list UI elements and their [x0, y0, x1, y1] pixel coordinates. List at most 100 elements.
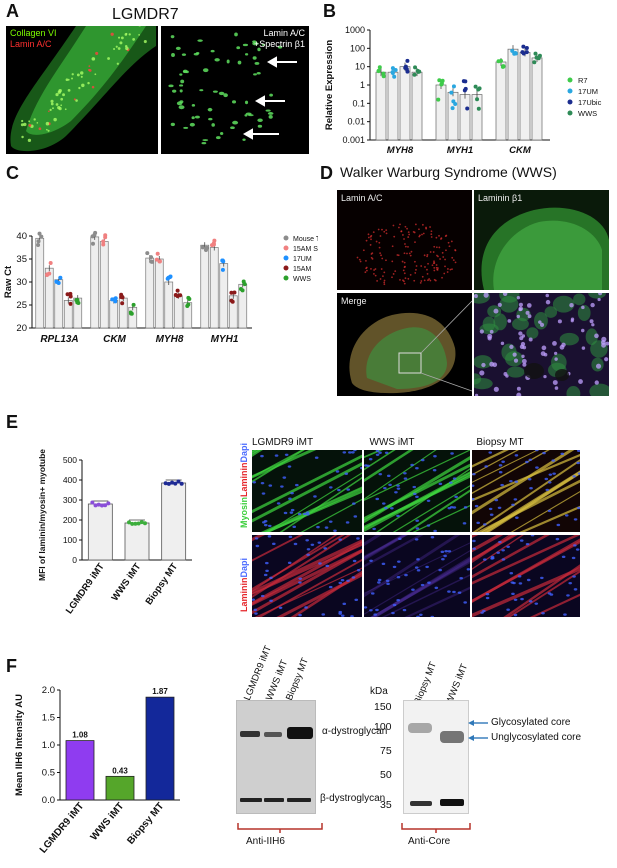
blot1-bracket [237, 823, 323, 833]
c-legend-label: 17UM [293, 256, 312, 263]
e-bar [87, 503, 113, 561]
f-category-label: Biopsy MT [125, 801, 166, 847]
e-point [90, 500, 95, 505]
c-point [54, 279, 59, 284]
b-point [524, 50, 529, 55]
panel-f-letter: F [6, 656, 17, 676]
laminin-green-art [481, 207, 609, 290]
f-ylabel: Mean IIH6 Intensity AU [14, 694, 25, 796]
lamin-red-art [356, 223, 457, 286]
c-point [145, 251, 150, 256]
b-point [381, 74, 386, 79]
panel-b-chart: 1000 100 10 1 0.1 0.01 0.001 Relative Expressio… [324, 25, 602, 156]
c-point [186, 302, 191, 307]
c-point [101, 239, 106, 244]
blot2-marker-150: 150 [374, 701, 392, 713]
blot2-marker-35: 35 [380, 799, 392, 811]
b-point [521, 51, 526, 56]
e-bar [161, 482, 187, 561]
c-ytick-label: 30 [16, 277, 27, 288]
b-point [524, 46, 529, 51]
b-point [476, 106, 481, 111]
e-row1-myosin: Myosin [239, 496, 249, 528]
c-category-label: CKM [103, 334, 126, 345]
c-point [93, 230, 98, 235]
e-point [127, 520, 131, 525]
e-micro-r1c3 [472, 450, 580, 532]
b-point [392, 74, 397, 79]
b-bar [459, 94, 471, 141]
c-point [149, 255, 154, 260]
blot1-band-beta: β-dystroglycan [320, 793, 386, 804]
panel-d-laminin-image: Laminin β1 [474, 190, 609, 290]
e-point [163, 481, 168, 486]
blot2-marker-75: 75 [380, 745, 392, 757]
b-point [461, 79, 466, 84]
c-bar [200, 244, 210, 329]
c-legend-dot [283, 275, 289, 281]
f-value-label: 1.08 [72, 731, 88, 740]
b-ytick-label: 0.001 [342, 135, 365, 145]
b-category-label: CKM [509, 145, 532, 156]
b-legend-label: 17UM [578, 87, 598, 96]
c-point [230, 299, 235, 304]
f-category-label: LGMDR9 iMT [38, 801, 86, 856]
c-category-label: RPL13A [40, 334, 78, 345]
e-point [166, 481, 171, 486]
panel-c-chart: 40 35 30 25 20 Raw Ct RPL13A CKM MYH8 MYH1 Mouse T… [3, 230, 318, 345]
b-point [463, 86, 468, 91]
e-r1c3-art [472, 450, 580, 532]
c-point [220, 267, 225, 272]
b-point [417, 69, 422, 74]
e-micro-r1c2 [364, 450, 470, 532]
panel-d-lamin-image: Lamin A/C [337, 190, 472, 290]
c-point [119, 294, 124, 299]
c-point [154, 257, 159, 262]
c-point [203, 247, 208, 252]
c-point [157, 259, 162, 264]
c-legend-dot [283, 265, 289, 271]
panel-e-letter: E [6, 412, 19, 432]
b-point [436, 97, 441, 102]
b-bar [495, 61, 507, 141]
e-point [170, 480, 175, 485]
e-point [176, 479, 181, 484]
c-bar [154, 258, 164, 329]
panel-c-letter: C [6, 163, 19, 183]
c-point [240, 288, 245, 293]
b-point [476, 87, 481, 92]
panel-d-title: Walker Warburg Syndrome (WWS) [340, 164, 557, 180]
panel-d-zoom-image [474, 293, 609, 396]
e-row1-dapi: Dapi [239, 442, 249, 463]
e-bar [124, 522, 150, 561]
e-ytick-label: 500 [63, 455, 77, 465]
c-point [149, 259, 154, 264]
e-micro-r1c1 [252, 450, 362, 532]
c-point [47, 271, 52, 276]
e-point [106, 501, 111, 506]
c-point [211, 241, 216, 246]
blot1-caption: Anti-IIH6 [246, 836, 285, 847]
b-point [536, 56, 541, 61]
c-bar [219, 263, 229, 329]
blot2-bracket [401, 823, 471, 833]
blot1-lane-labels: LGMDR9 iMT WWS iMT Biopsy MT [236, 640, 326, 702]
b-legend-label: R7 [578, 76, 588, 85]
b-legend-dot [567, 88, 573, 94]
c-legend-label: 15AM S1 [293, 246, 318, 253]
c-point [221, 259, 226, 264]
c-legend-dot [283, 255, 289, 261]
b-point [377, 65, 382, 70]
b-point [405, 58, 410, 63]
e-category-label: Biopsy MT [144, 561, 181, 607]
panel-a-title: LGMDR7 [112, 6, 179, 23]
blot1-membrane [236, 700, 316, 814]
c-point [131, 302, 136, 307]
c-point [103, 233, 108, 238]
c-point [58, 275, 63, 280]
b-legend-dot [567, 110, 573, 116]
c-point [128, 310, 133, 315]
zoom-art [474, 293, 609, 396]
merge-art [349, 300, 472, 394]
e-point [179, 481, 184, 486]
